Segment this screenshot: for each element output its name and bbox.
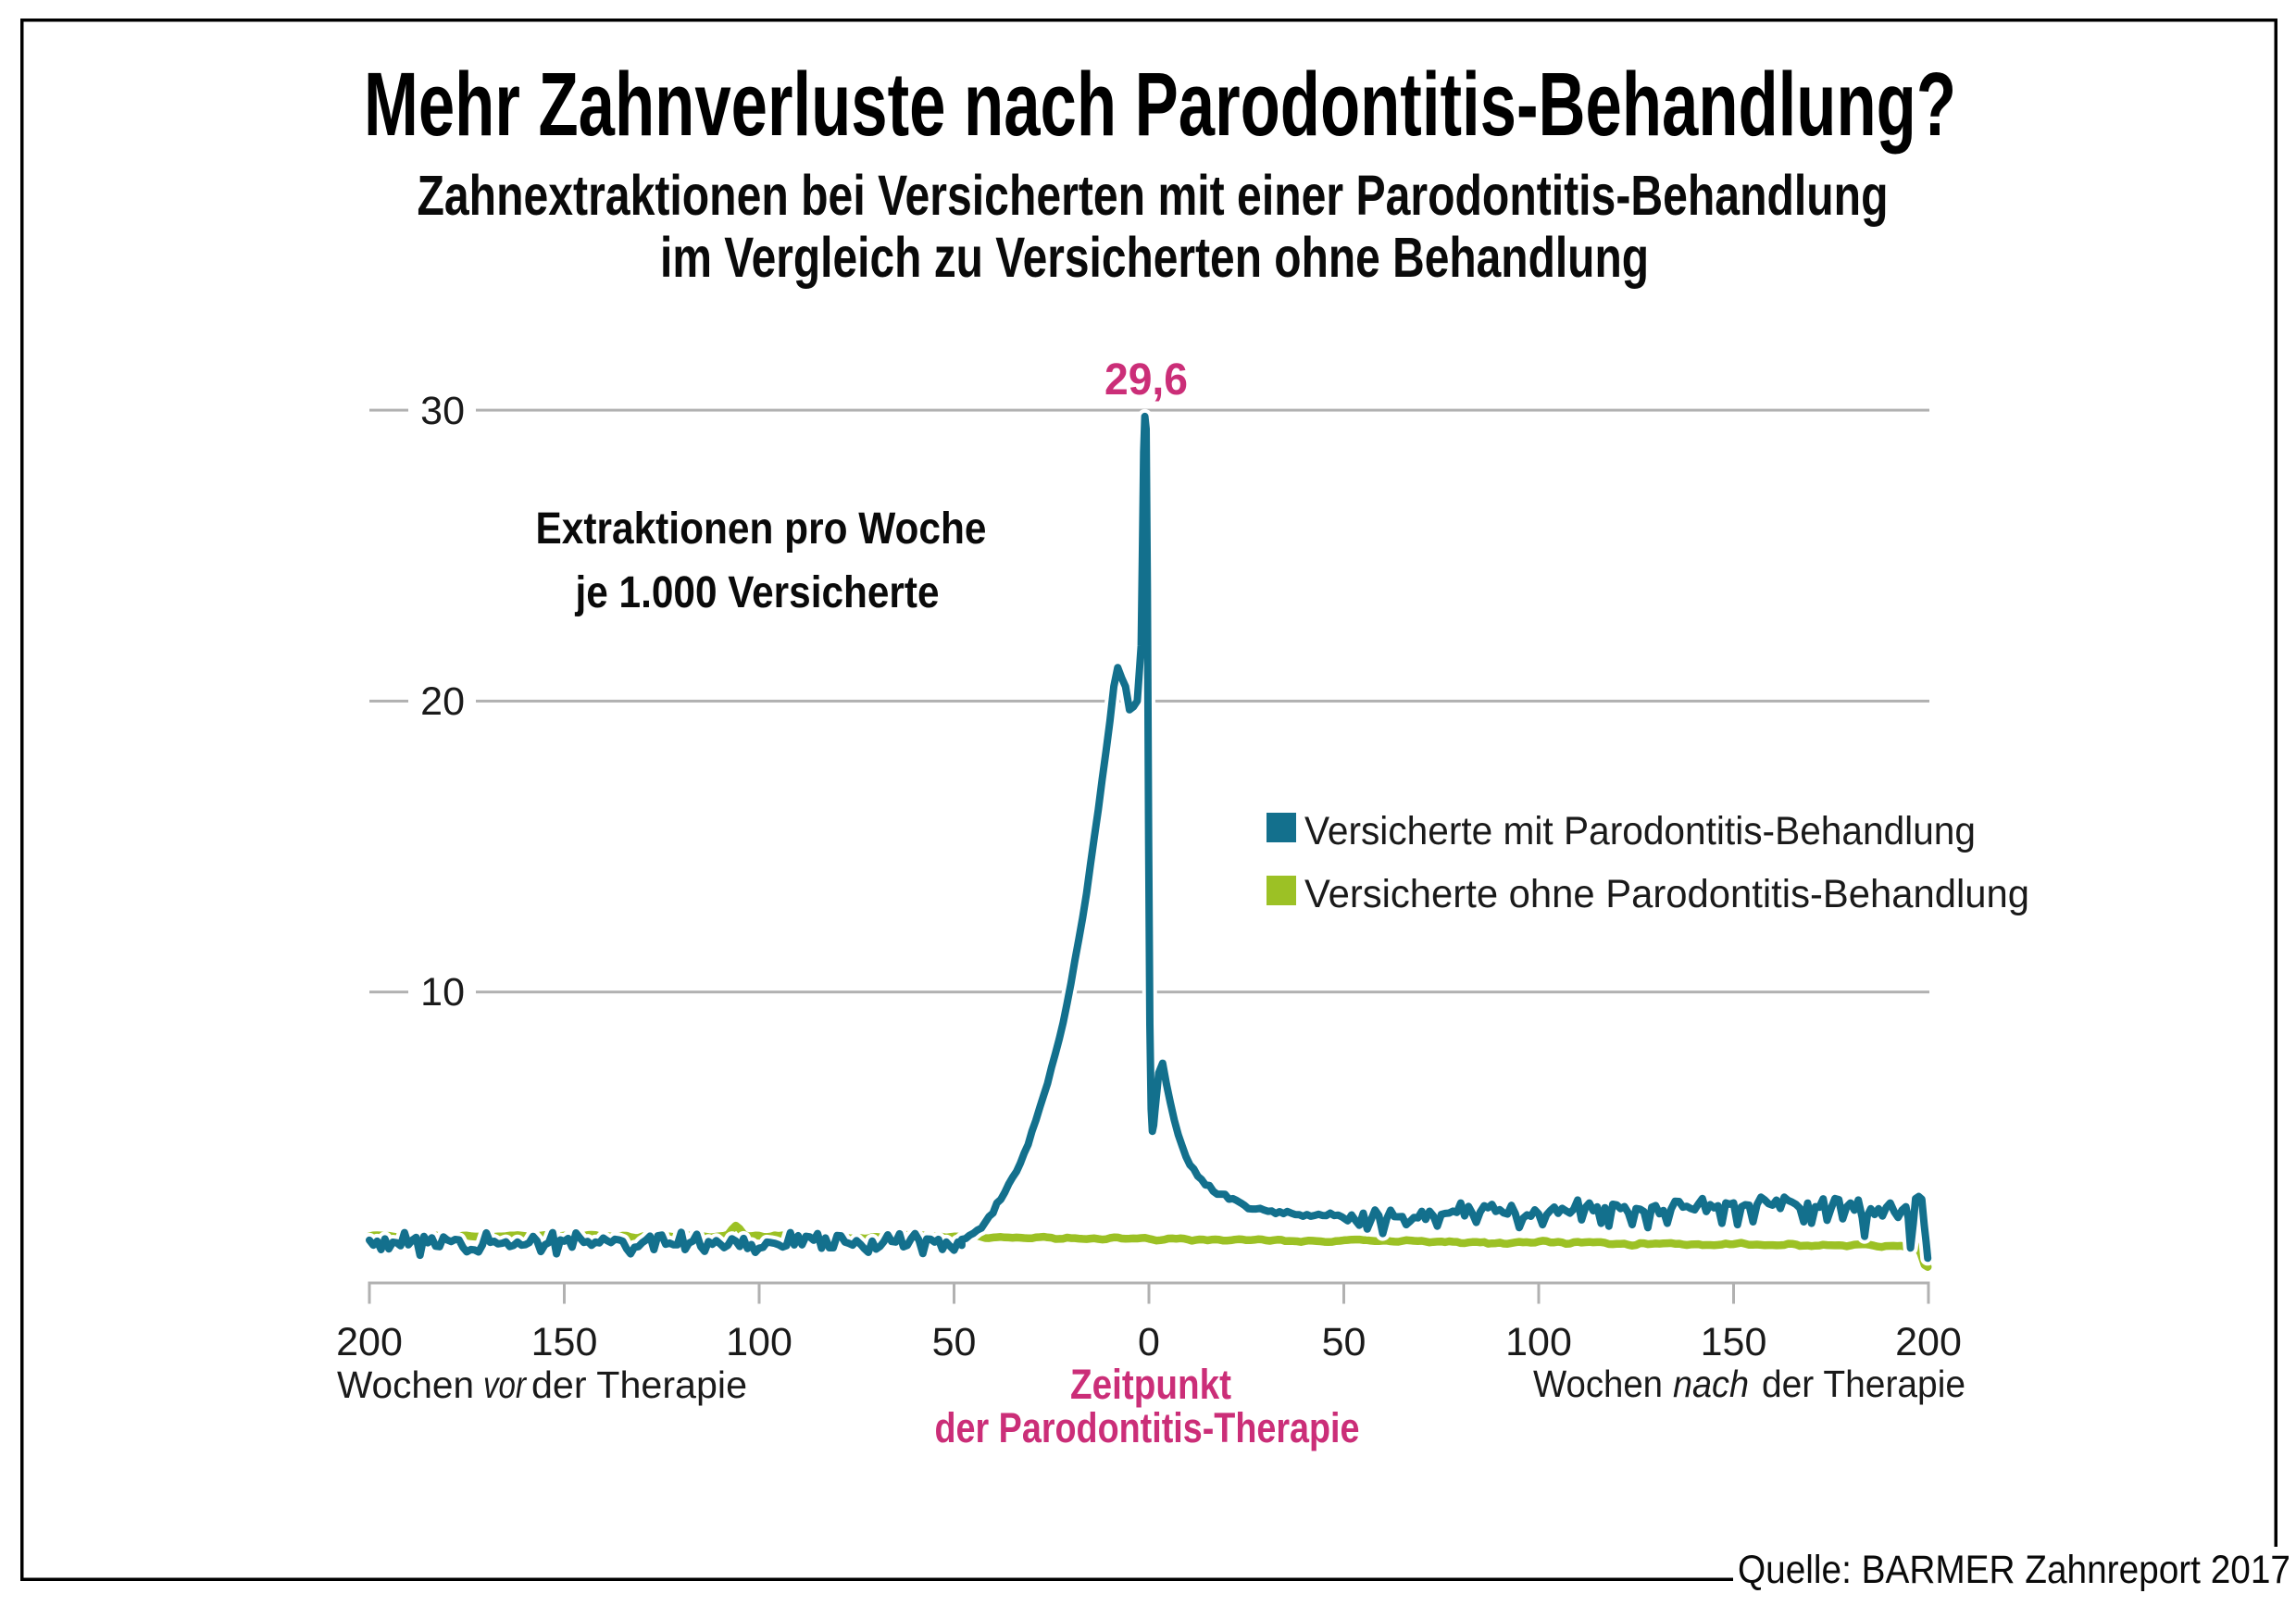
svg-text:im Vergleich zu Versicherten o: im Vergleich zu Versicherten ohne Behand… [660,226,1649,289]
svg-text:100: 100 [726,1320,792,1364]
svg-text:29,6: 29,6 [1104,355,1188,405]
svg-text:der Therapie: der Therapie [531,1363,747,1406]
svg-text:150: 150 [531,1320,598,1364]
svg-text:0: 0 [1138,1320,1160,1364]
svg-text:vor: vor [483,1363,528,1406]
svg-text:Wochen: Wochen [337,1363,474,1406]
svg-text:Zeitpunkt: Zeitpunkt [1070,1361,1231,1408]
svg-text:Zahnextraktionen bei Versicher: Zahnextraktionen bei Versicherten mit ei… [418,164,1889,227]
svg-text:10: 10 [420,970,465,1015]
svg-text:Mehr Zahnverluste nach Parodon: Mehr Zahnverluste nach Parodontitis-Beha… [364,54,1956,155]
svg-text:der Therapie: der Therapie [1762,1363,1965,1405]
svg-text:20: 20 [420,679,465,724]
svg-text:50: 50 [1322,1320,1366,1364]
svg-text:Versicherte mit Parodontitis-B: Versicherte mit Parodontitis-Behandlung [1304,809,1976,853]
svg-text:je 1.000 Versicherte: je 1.000 Versicherte [575,568,940,617]
svg-text:150: 150 [1701,1320,1767,1364]
svg-text:Extraktionen pro Woche: Extraktionen pro Woche [536,504,987,554]
svg-text:200: 200 [336,1320,403,1364]
svg-text:50: 50 [932,1320,977,1364]
svg-text:100: 100 [1505,1320,1572,1364]
svg-text:Versicherte ohne Parodontitis-: Versicherte ohne Parodontitis-Behandlung [1304,872,2029,916]
svg-text:nach: nach [1673,1363,1749,1405]
svg-text:Wochen: Wochen [1533,1363,1663,1405]
svg-text:30: 30 [420,389,465,433]
svg-text:der Parodontitis-Therapie: der Parodontitis-Therapie [935,1404,1360,1451]
svg-text:Quelle: BARMER Zahnreport 2017: Quelle: BARMER Zahnreport 2017 [1738,1548,2290,1592]
svg-text:200: 200 [1895,1320,1962,1364]
